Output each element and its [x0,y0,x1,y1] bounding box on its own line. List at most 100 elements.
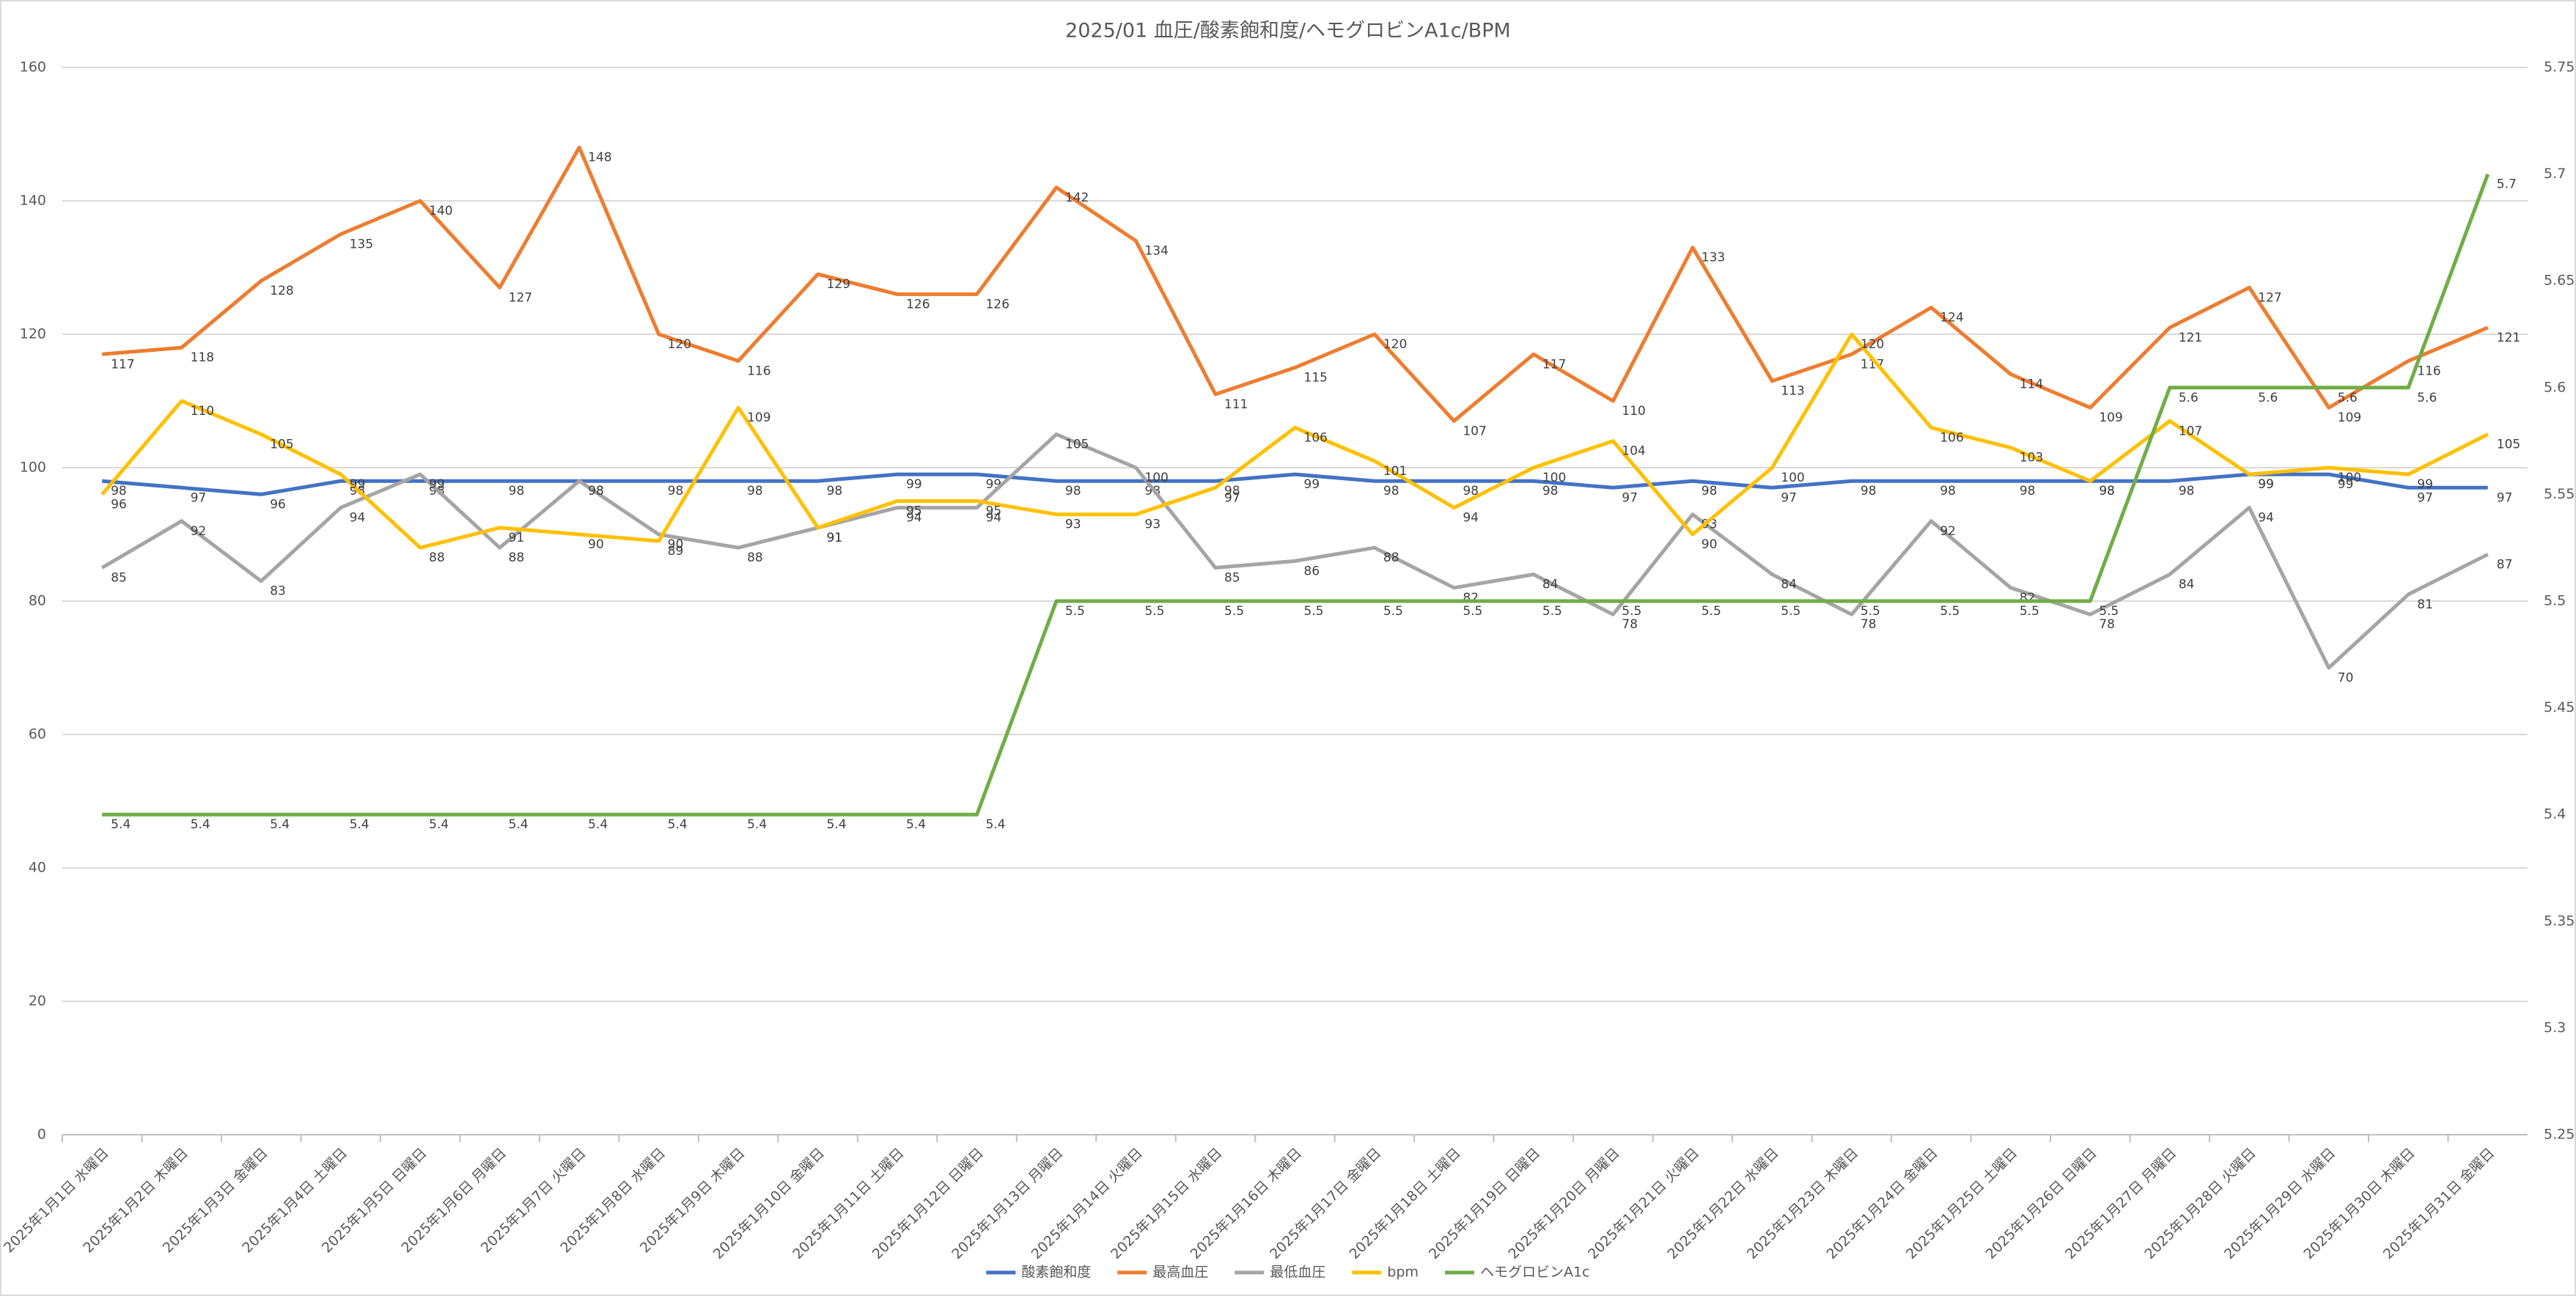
data-label: 5.5 [1304,604,1324,619]
data-label: 89 [668,544,684,559]
legend-item: 最低血圧 [1234,1264,1325,1281]
legend-label: 最高血圧 [1152,1264,1208,1281]
data-label: 84 [1781,578,1797,592]
data-label: 127 [2258,290,2281,305]
legend-label: bpm [1387,1264,1418,1281]
data-label: 98 [1542,484,1559,498]
legend-label: 最低血圧 [1270,1264,1325,1281]
data-label: 5.4 [111,817,130,832]
data-label: 133 [1701,251,1725,265]
data-label: 90 [588,537,604,552]
y2-tick-label: 5.75 [2544,59,2575,76]
y2-tick-label: 5.25 [2544,1127,2575,1143]
y2-tick-label: 5.4 [2544,806,2566,822]
data-label: 91 [827,531,843,545]
data-label: 82 [2020,591,2036,605]
data-label: 97 [2417,490,2433,505]
data-label: 110 [1622,404,1645,419]
legend-item: bpm [1352,1264,1418,1281]
data-label: 93 [1145,518,1161,532]
data-label: 120 [1861,337,1884,352]
data-label: 98 [1861,484,1877,498]
data-label: 105 [1065,438,1089,452]
data-label: 98 [747,484,763,498]
data-label: 97 [1781,490,1797,505]
data-label: 88 [747,551,763,565]
data-label: 109 [747,410,770,425]
data-label: 115 [1304,371,1328,386]
data-label: 78 [2099,617,2115,632]
data-label: 98 [2179,484,2195,498]
data-label: 95 [906,504,922,519]
data-label: 134 [1145,244,1169,259]
data-label: 100 [2338,471,2361,485]
data-label: 127 [509,290,532,305]
data-label: 83 [270,584,286,599]
data-label: 98 [2099,484,2115,498]
data-label: 5.5 [1701,604,1721,619]
data-label: 124 [1940,311,1963,325]
y-tick-label: 40 [29,860,46,876]
data-label: 98 [1383,484,1399,498]
y-tick-label: 60 [29,726,46,743]
data-label: 98 [1462,484,1479,498]
data-label: 5.4 [588,817,608,832]
data-label: 120 [668,337,691,352]
y2-tick-label: 5.7 [2544,166,2566,182]
data-label: 106 [1304,430,1328,445]
data-label: 85 [1224,571,1240,586]
data-label: 114 [2020,378,2043,392]
data-label: 90 [668,537,684,552]
y-tick-label: 160 [20,59,46,76]
chart-title: 2025/01 血圧/酸素飽和度/ヘモグロビンA1c/BPM [1065,20,1511,43]
data-label: 5.4 [827,817,847,832]
data-label: 135 [350,238,373,252]
legend-item: ヘモグロビンA1c [1445,1264,1590,1281]
data-label: 120 [1383,337,1407,352]
y2-tick-label: 5.6 [2544,379,2566,395]
data-label: 5.6 [2338,391,2358,405]
data-label: 94 [1462,511,1479,526]
data-label: 126 [906,297,930,312]
data-label: 121 [2497,331,2520,345]
data-label: 5.4 [429,817,449,832]
y-tick-label: 100 [20,460,46,476]
data-label: 5.7 [2497,177,2517,192]
legend-item: 最高血圧 [1117,1264,1208,1281]
data-label: 116 [2417,364,2440,378]
data-label: 5.5 [1542,604,1562,619]
y2-tick-label: 5.3 [2544,1020,2566,1036]
data-label: 5.5 [1065,604,1085,619]
data-label: 5.6 [2179,391,2198,405]
data-label: 99 [1304,477,1320,492]
data-label: 128 [270,284,293,298]
data-label: 105 [270,438,293,452]
data-label: 107 [1462,424,1486,438]
data-label: 99 [429,477,445,492]
y-tick-label: 120 [20,326,46,342]
data-label: 109 [2338,410,2361,425]
data-label: 5.4 [986,817,1006,832]
data-label: 140 [429,204,452,218]
data-label: 97 [191,490,207,505]
data-label: 98 [1701,484,1718,498]
data-label: 84 [2179,578,2195,592]
data-label: 142 [1065,191,1089,205]
data-label: 5.4 [350,817,369,832]
data-label: 5.4 [191,817,210,832]
data-label: 5.5 [1940,604,1959,619]
y-tick-label: 0 [37,1127,46,1143]
data-label: 86 [1304,564,1320,578]
data-label: 88 [429,551,445,565]
data-label: 99 [350,477,366,492]
data-label: 97 [1224,490,1240,505]
y-tick-label: 80 [29,593,46,609]
data-label: 78 [1861,617,1877,632]
data-label: 5.5 [1145,604,1165,619]
data-label: 105 [2497,438,2520,452]
data-label: 100 [1145,471,1169,485]
data-label: 5.4 [509,817,529,832]
data-label: 5.5 [1462,604,1482,619]
data-label: 92 [1940,524,1956,539]
